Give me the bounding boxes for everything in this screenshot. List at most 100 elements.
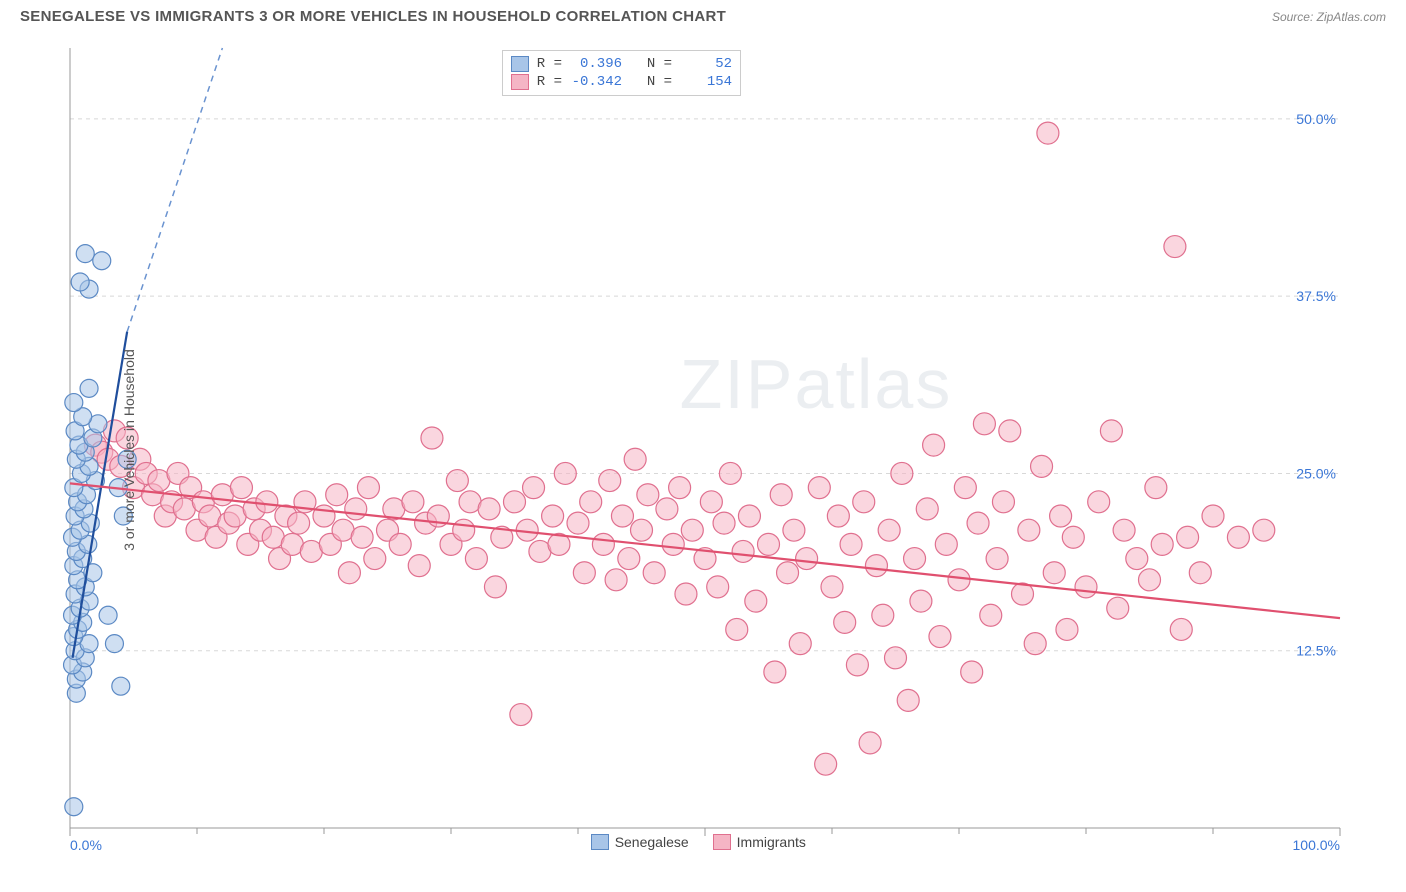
data-point <box>484 576 506 598</box>
data-point <box>510 704 532 726</box>
series-legend: Senegalese Immigrants <box>591 834 806 850</box>
data-point <box>1107 597 1129 619</box>
data-point <box>853 491 875 513</box>
data-point <box>567 512 589 534</box>
data-point <box>992 491 1014 513</box>
n-value: 154 <box>680 74 732 90</box>
data-point <box>1113 519 1135 541</box>
data-point <box>764 661 786 683</box>
data-point <box>662 533 684 555</box>
correlation-row: R =-0.342 N =154 <box>511 73 732 91</box>
data-point <box>878 519 900 541</box>
data-point <box>808 477 830 499</box>
data-point <box>65 798 83 816</box>
data-point <box>713 512 735 534</box>
data-point <box>1031 455 1053 477</box>
svg-text:50.0%: 50.0% <box>1296 111 1336 127</box>
n-label: N = <box>630 74 672 90</box>
data-point <box>313 505 335 527</box>
n-value: 52 <box>680 56 732 72</box>
data-point <box>364 548 386 570</box>
svg-text:12.5%: 12.5% <box>1296 643 1336 659</box>
data-point <box>605 569 627 591</box>
data-point <box>726 618 748 640</box>
data-point <box>618 548 640 570</box>
data-point <box>453 519 475 541</box>
data-point <box>1050 505 1072 527</box>
data-point <box>910 590 932 612</box>
legend-swatch <box>511 56 529 72</box>
data-point <box>1189 562 1211 584</box>
data-point <box>326 484 348 506</box>
data-point <box>1170 618 1192 640</box>
data-point <box>865 555 887 577</box>
r-label: R = <box>537 56 562 72</box>
data-point <box>719 462 741 484</box>
data-point <box>675 583 697 605</box>
data-point <box>1075 576 1097 598</box>
data-point <box>624 448 646 470</box>
data-point <box>1253 519 1275 541</box>
data-point <box>904 548 926 570</box>
data-point <box>840 533 862 555</box>
data-point <box>65 394 83 412</box>
data-point <box>1126 548 1148 570</box>
data-point <box>758 533 780 555</box>
data-point <box>421 427 443 449</box>
data-point <box>789 633 811 655</box>
svg-text:100.0%: 100.0% <box>1293 837 1340 853</box>
legend-swatch <box>511 74 529 90</box>
data-point <box>1164 236 1186 258</box>
data-point <box>891 462 913 484</box>
data-point <box>76 245 94 263</box>
data-point <box>1177 526 1199 548</box>
n-label: N = <box>630 56 672 72</box>
data-point <box>796 548 818 570</box>
data-point <box>71 273 89 291</box>
data-point <box>402 491 424 513</box>
legend-swatch <box>591 834 609 850</box>
data-point <box>112 677 130 695</box>
data-point <box>885 647 907 669</box>
correlation-legend: R =0.396 N =52R =-0.342 N =154 <box>502 50 741 96</box>
data-point <box>230 477 252 499</box>
data-point <box>1037 122 1059 144</box>
svg-text:0.0%: 0.0% <box>70 837 102 853</box>
data-point <box>846 654 868 676</box>
data-point <box>345 498 367 520</box>
data-point <box>700 491 722 513</box>
legend-label: Senegalese <box>615 834 689 850</box>
data-point <box>821 576 843 598</box>
trend-line-extrapolated <box>127 48 222 332</box>
data-point <box>1202 505 1224 527</box>
data-point <box>637 484 659 506</box>
data-point <box>542 505 564 527</box>
svg-text:37.5%: 37.5% <box>1296 288 1336 304</box>
data-point <box>707 576 729 598</box>
data-point <box>656 498 678 520</box>
data-point <box>916 498 938 520</box>
data-point <box>357 477 379 499</box>
data-point <box>897 689 919 711</box>
data-point <box>478 498 500 520</box>
data-point <box>93 252 111 270</box>
data-point <box>611 505 633 527</box>
data-point <box>580 491 602 513</box>
data-point <box>954 477 976 499</box>
legend-item: Immigrants <box>713 834 806 850</box>
data-point <box>446 470 468 492</box>
r-value: -0.342 <box>570 74 622 90</box>
data-point <box>573 562 595 584</box>
data-point <box>338 562 360 584</box>
data-point <box>681 519 703 541</box>
data-point <box>961 661 983 683</box>
data-point <box>1024 633 1046 655</box>
chart-container: 3 or more Vehicles in Household 12.5%25.… <box>20 38 1386 862</box>
data-point <box>732 540 754 562</box>
data-point <box>948 569 970 591</box>
data-point <box>1043 562 1065 584</box>
data-point <box>554 462 576 484</box>
data-point <box>99 606 117 624</box>
data-point <box>80 379 98 397</box>
data-point <box>1018 519 1040 541</box>
